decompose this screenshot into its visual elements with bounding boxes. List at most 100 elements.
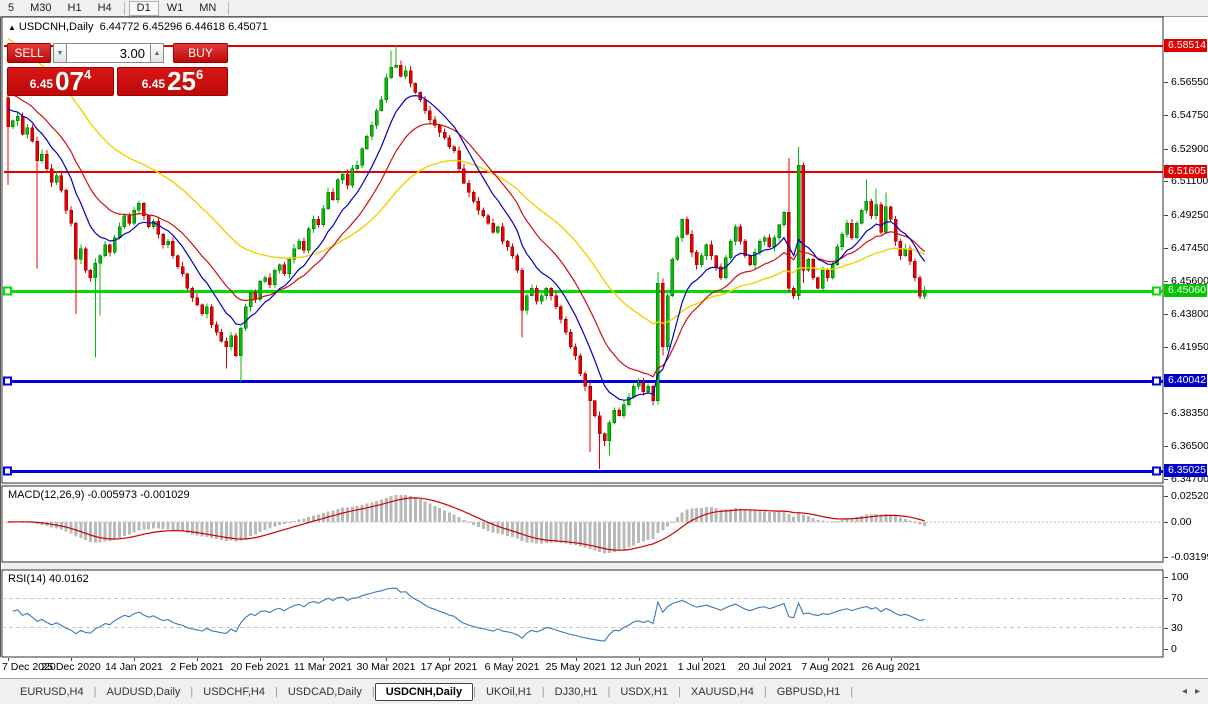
axis-tick-mark bbox=[1164, 479, 1168, 480]
date-label: 7 Dec 2020 bbox=[2, 661, 56, 673]
axis-tick-mark bbox=[1164, 649, 1168, 650]
chart-tab-xauusd[interactable]: XAUUSD,H4 bbox=[690, 685, 754, 698]
chart-tab-usdcnh[interactable]: USDCNH,Daily bbox=[374, 682, 474, 701]
level-drag-handle[interactable] bbox=[1152, 286, 1161, 296]
sell-price-button[interactable]: 6.45 07 4 bbox=[7, 67, 114, 96]
chart-tab-usdx[interactable]: USDX,H1 bbox=[620, 685, 668, 698]
date-label: 17 Apr 2021 bbox=[420, 661, 478, 673]
axis-tick-mark bbox=[1164, 446, 1168, 447]
date-label: 26 Aug 2021 bbox=[861, 661, 921, 673]
date-tick-mark bbox=[386, 658, 387, 661]
date-label: 30 Mar 2021 bbox=[356, 661, 416, 673]
date-label: 20 Feb 2021 bbox=[230, 661, 290, 673]
level-drag-handle[interactable] bbox=[1152, 466, 1161, 476]
sell-button[interactable]: SELL bbox=[7, 43, 51, 63]
axis-tick-label: 6.47450 bbox=[1171, 242, 1208, 254]
date-tick-mark bbox=[8, 658, 9, 661]
date-tick-mark bbox=[639, 658, 640, 661]
chart-tab-ukoil[interactable]: UKOil,H1 bbox=[485, 685, 532, 698]
chart-tab-eurusd[interactable]: EURUSD,H4 bbox=[20, 685, 84, 698]
timeframe-button-5[interactable]: 5 bbox=[8, 1, 15, 14]
symbol-title: USDCNH,Daily bbox=[18, 21, 94, 33]
level-drag-handle[interactable] bbox=[3, 286, 12, 296]
date-tick-mark bbox=[260, 658, 261, 661]
date-tick-mark bbox=[197, 658, 198, 661]
date-tick-mark bbox=[449, 658, 450, 661]
chart-tab-gbpusd[interactable]: GBPUSD,H1 bbox=[776, 685, 841, 698]
level-drag-handle[interactable] bbox=[3, 376, 12, 386]
tab-separator: | bbox=[763, 685, 767, 698]
date-axis[interactable]: 7 Dec 2020 25 Dec 2020 14 Jan 2021 2 Feb 20… bbox=[0, 658, 1208, 678]
timeframe-button-d1[interactable]: D1 bbox=[128, 0, 159, 16]
arrow-up-icon: ▲ bbox=[153, 49, 161, 57]
axis-tick-label: 6.54750 bbox=[1171, 109, 1208, 121]
axis-tick-mark bbox=[1164, 577, 1168, 578]
tab-scroll-right-button[interactable]: ▸ bbox=[1194, 686, 1200, 697]
level-drag-handle[interactable] bbox=[1152, 376, 1161, 386]
tab-separator: | bbox=[275, 685, 278, 698]
rsi-label: RSI(14) 40.0162 bbox=[8, 573, 89, 585]
axis-tick-label: 30 bbox=[1171, 622, 1183, 634]
date-tick-mark bbox=[323, 658, 324, 661]
buy-price-button[interactable]: 6.45 25 6 bbox=[117, 67, 228, 96]
axis-tick-mark bbox=[1164, 281, 1168, 282]
date-label: 12 Jun 2021 bbox=[610, 661, 668, 673]
date-label: 25 Dec 2020 bbox=[41, 661, 101, 673]
date-tick-mark bbox=[702, 658, 703, 661]
chart-tab-audusd[interactable]: AUDUSD,Daily bbox=[106, 685, 181, 698]
one-click-trading-panel: SELL ▼ ▲ BUY 6.45 07 4 6.45 25 6 bbox=[7, 43, 228, 96]
volume-increase-button[interactable]: ▲ bbox=[150, 43, 164, 63]
tab-separator: | bbox=[371, 685, 375, 698]
date-label: 6 May 2021 bbox=[484, 661, 540, 673]
price-level-line[interactable] bbox=[4, 290, 1163, 293]
axis-tick-mark bbox=[1164, 314, 1168, 315]
price-level-line[interactable] bbox=[4, 45, 1163, 47]
timeframe-button-w1[interactable]: W1 bbox=[166, 1, 184, 14]
level-drag-handle[interactable] bbox=[3, 466, 12, 476]
price-level-line[interactable] bbox=[4, 171, 1163, 173]
axis-tick-mark bbox=[1164, 248, 1168, 249]
axis-tick-mark bbox=[1164, 115, 1168, 116]
timeframe-button-m30[interactable]: M30 bbox=[30, 1, 52, 14]
price-axis[interactable]: 6.56550 6.54750 6.52900 6.51100 6.49250 6.474… bbox=[1164, 17, 1208, 658]
axis-tick-mark bbox=[1164, 522, 1168, 523]
timeframe-button-h4[interactable]: H4 bbox=[97, 1, 112, 14]
axis-tick-label: 0.025209 bbox=[1171, 490, 1208, 502]
buy-button[interactable]: BUY bbox=[173, 43, 228, 63]
price-level-badge: 6.35025 bbox=[1164, 464, 1207, 477]
price-level-badge: 6.45060 bbox=[1164, 284, 1207, 297]
date-tick-mark bbox=[71, 658, 72, 661]
arrow-down-icon: ▼ bbox=[56, 49, 64, 57]
tab-scroll-left-button[interactable]: ◂ bbox=[1181, 686, 1187, 697]
axis-tick-label: 6.52900 bbox=[1171, 143, 1208, 155]
toolbar-separator bbox=[123, 1, 125, 15]
timeframe-button-h1[interactable]: H1 bbox=[67, 1, 82, 14]
date-label: 14 Jan 2021 bbox=[105, 661, 163, 673]
date-label: 11 Mar 2021 bbox=[293, 661, 353, 673]
chart-header: ▲ USDCNH,Daily 6.44772 6.45296 6.44618 6.… bbox=[8, 21, 268, 33]
axis-tick-mark bbox=[1164, 215, 1168, 216]
axis-tick-mark bbox=[1164, 82, 1168, 83]
axis-tick-mark bbox=[1164, 149, 1168, 150]
chart-tab-usdcad[interactable]: USDCAD,Daily bbox=[287, 685, 362, 698]
volume-input[interactable] bbox=[67, 43, 150, 63]
timeframe-toolbar: 5 M30 H1 H4 D1 W1 MN bbox=[0, 0, 1208, 17]
date-label: 2 Feb 2021 bbox=[170, 661, 224, 673]
macd-label: MACD(12,26,9) -0.005973 -0.001029 bbox=[8, 489, 190, 501]
timeframe-button-mn[interactable]: MN bbox=[199, 1, 217, 14]
collapse-panel-icon[interactable]: ▲ bbox=[8, 23, 16, 32]
axis-tick-mark bbox=[1164, 557, 1168, 558]
tab-separator: | bbox=[93, 685, 97, 698]
axis-tick-mark bbox=[1164, 628, 1168, 629]
chart-tab-dj30[interactable]: DJ30,H1 bbox=[554, 685, 598, 698]
volume-decrease-button[interactable]: ▼ bbox=[53, 43, 67, 63]
price-level-line[interactable] bbox=[4, 470, 1163, 473]
axis-tick-label: 0.00 bbox=[1171, 516, 1192, 528]
tab-separator: | bbox=[541, 685, 545, 698]
sell-price-big: 07 bbox=[55, 66, 85, 96]
chart-tab-usdchf[interactable]: USDCHF,H4 bbox=[203, 685, 265, 698]
axis-tick-mark bbox=[1164, 413, 1168, 414]
tab-separator: | bbox=[678, 685, 681, 698]
axis-tick-label: 70 bbox=[1171, 592, 1183, 604]
